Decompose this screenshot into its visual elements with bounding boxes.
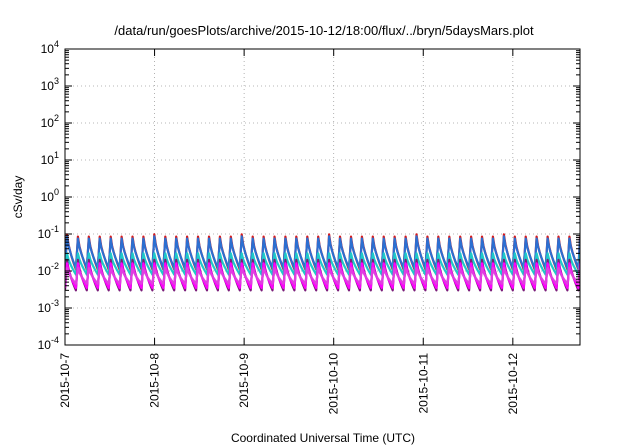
gridlines xyxy=(65,49,580,345)
x-tick-label: 2015-10-10 xyxy=(327,353,341,415)
x-axis-ticks: 2015-10-7 2015-10-8 2015-10-9 2015-10-10 201… xyxy=(58,49,520,414)
y-tick-label: 10-1 xyxy=(38,224,59,241)
x-tick-label: 2015-10-7 xyxy=(58,353,72,408)
y-axis-ticks: 10-4 10-3 10-2 10-1 100 101 102 103 104 xyxy=(38,39,580,352)
y-axis-label: cSv/day xyxy=(11,176,25,219)
chart-title: /data/run/goesPlots/archive/2015-10-12/1… xyxy=(114,23,534,38)
x-tick-label: 2015-10-9 xyxy=(237,353,251,408)
x-tick-label: 2015-10-11 xyxy=(416,353,430,414)
plot-frame xyxy=(64,48,581,346)
y-tick-label: 102 xyxy=(41,113,59,130)
x-tick-label: 2015-10-12 xyxy=(506,353,520,415)
series-line xyxy=(65,252,580,276)
y-tick-label: 104 xyxy=(41,39,59,56)
x-tick-label: 2015-10-8 xyxy=(148,353,162,408)
y-tick-label: 101 xyxy=(41,150,59,167)
y-tick-label: 10-4 xyxy=(38,335,59,352)
y-tick-label: 10-3 xyxy=(38,298,59,315)
series-line xyxy=(65,267,580,285)
x-axis-label: Coordinated Universal Time (UTC) xyxy=(231,431,415,445)
y-tick-label: 100 xyxy=(41,187,59,204)
series-group xyxy=(65,233,580,292)
y-tick-label: 103 xyxy=(41,76,59,93)
series-line xyxy=(65,235,580,270)
y-tick-label: 10-2 xyxy=(38,261,59,278)
